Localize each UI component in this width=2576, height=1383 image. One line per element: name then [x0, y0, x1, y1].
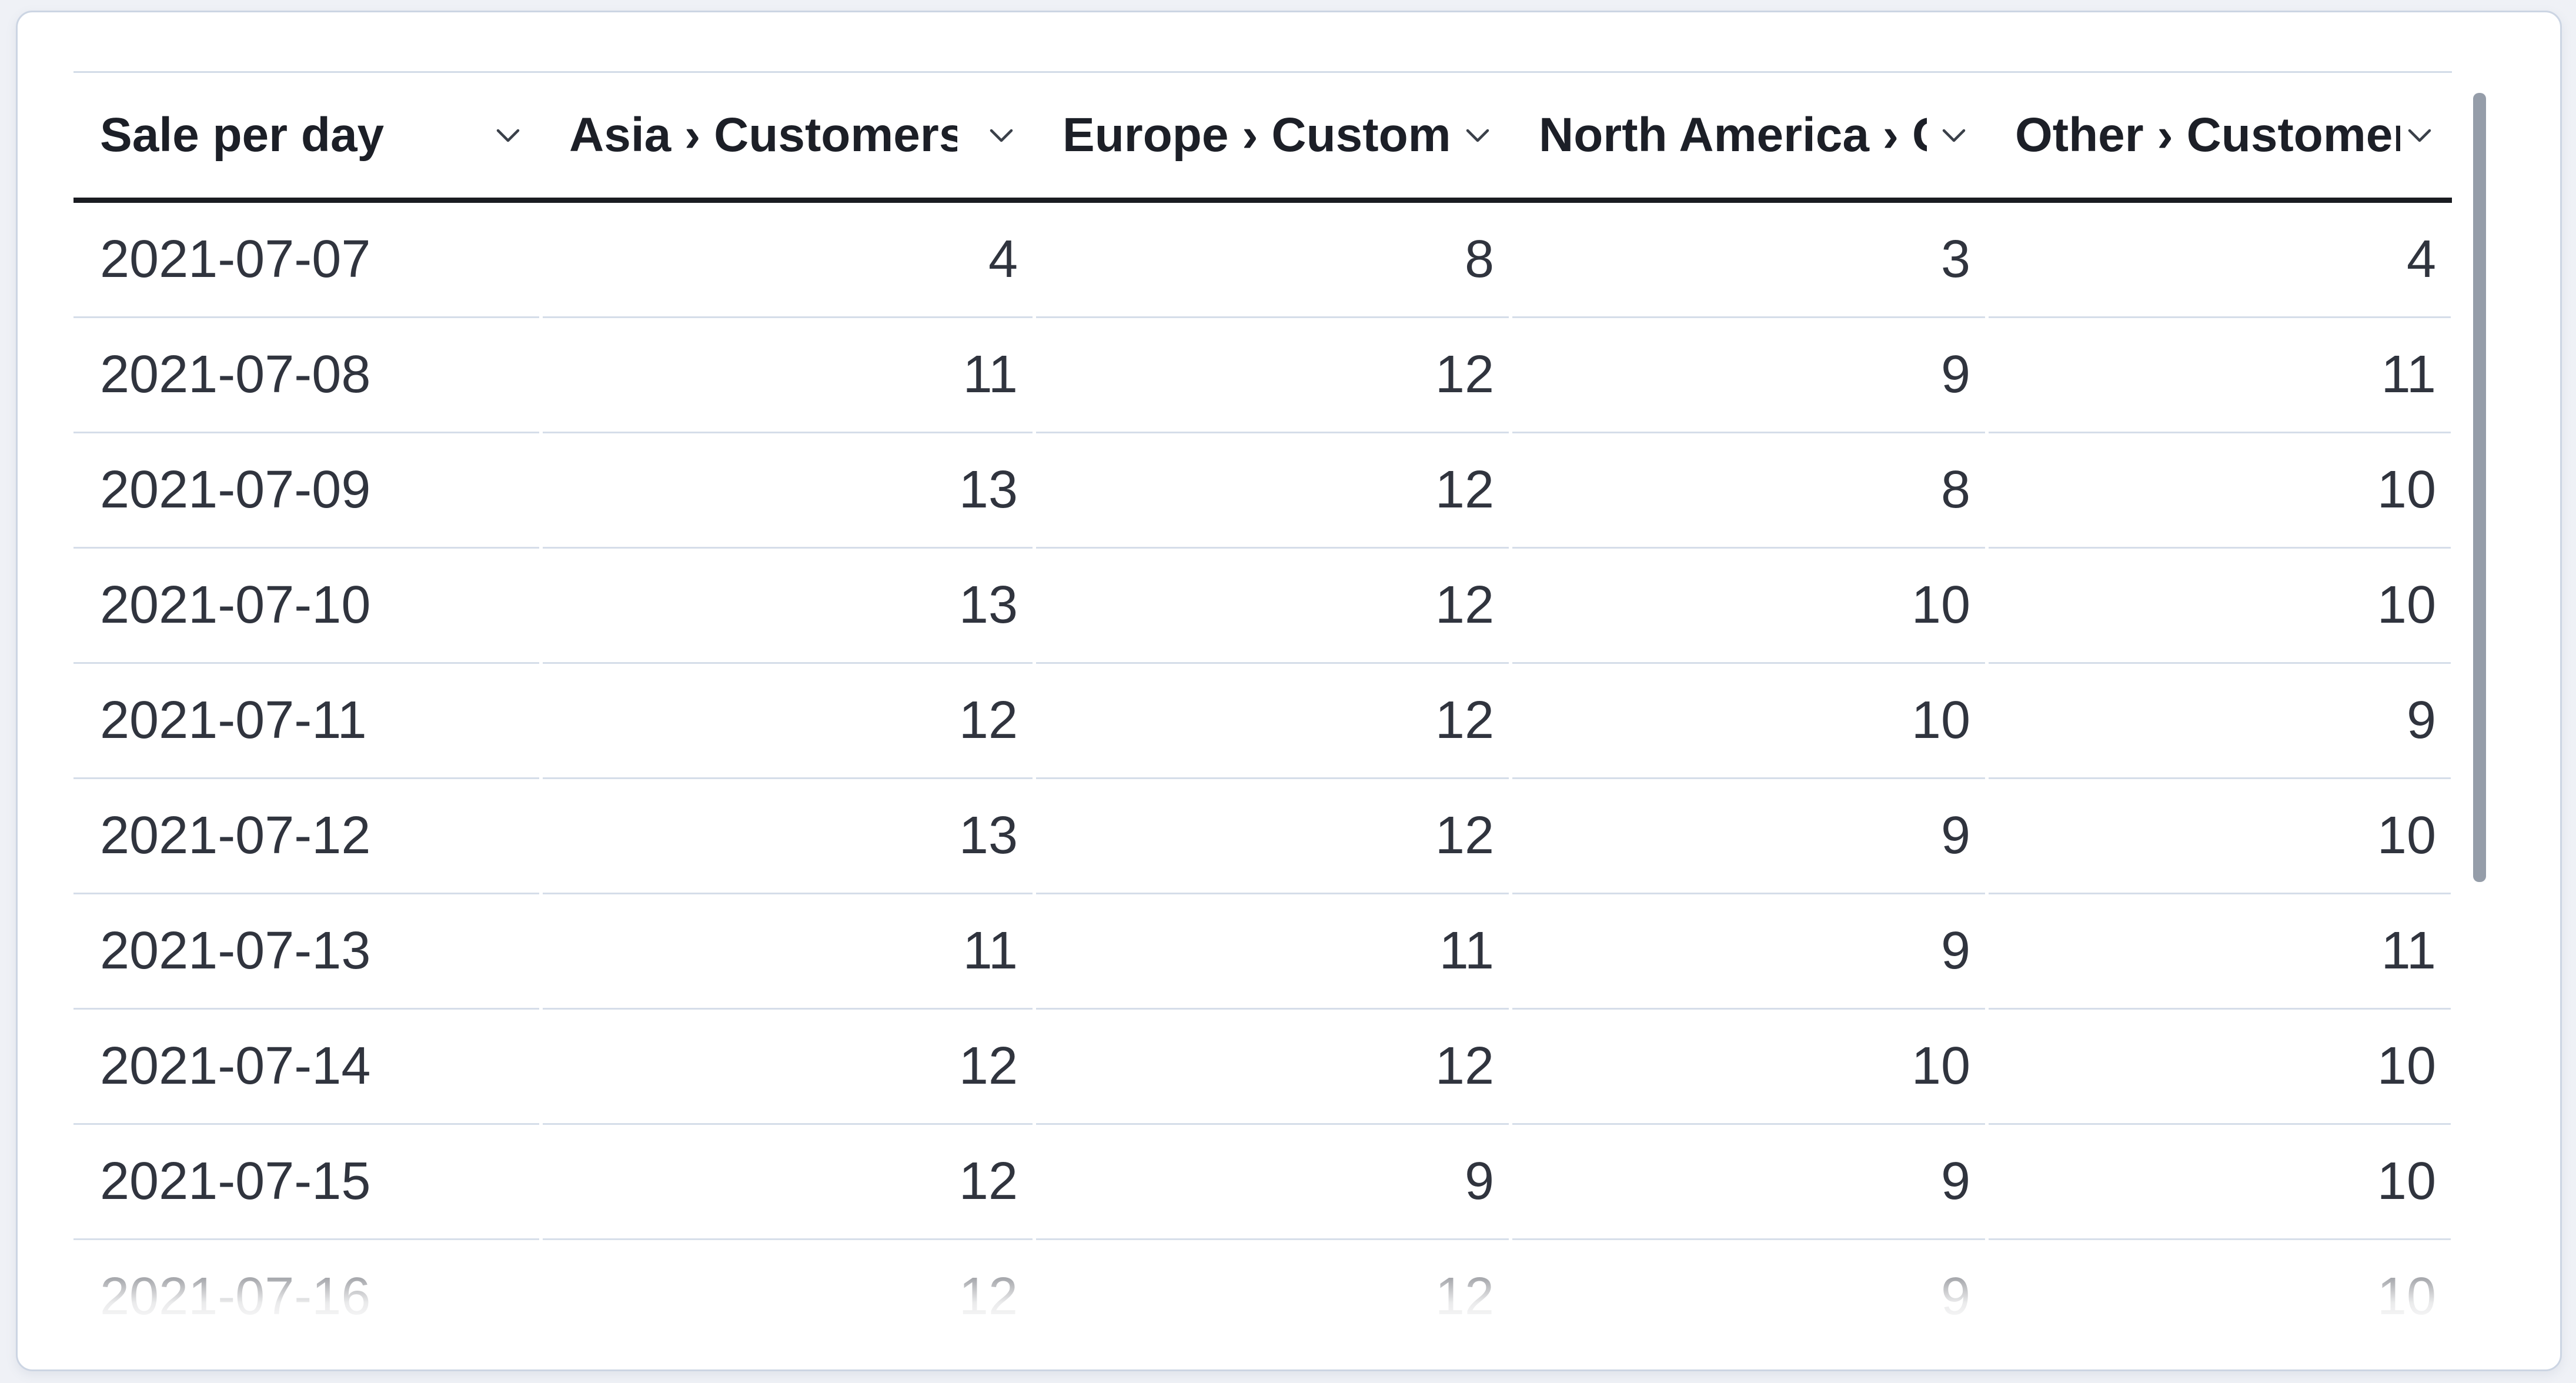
table-row: 2021-07-13 11 11 9 11: [73, 894, 2452, 1010]
cell-value: 10: [1512, 549, 1985, 664]
cell-date: 2021-07-11: [73, 664, 539, 779]
cell-value: 9: [1036, 1125, 1509, 1240]
cell-value: 8: [1512, 433, 1985, 549]
cell-date: 2021-07-15: [73, 1125, 539, 1240]
cell-date: 2021-07-07: [73, 203, 539, 318]
column-header-europe-customers[interactable]: Europe › Customers: [1036, 73, 1509, 198]
cell-value: 12: [543, 1125, 1033, 1240]
cell-value: 8: [1036, 203, 1509, 318]
cell-value: 9: [1989, 664, 2451, 779]
cell-value: 12: [1036, 1010, 1509, 1125]
cell-value: 13: [543, 779, 1033, 894]
data-table-panel: Sale per day Asia › Customers: [16, 11, 2562, 1371]
chevron-down-icon[interactable]: [1464, 126, 1491, 144]
cell-value: 10: [1989, 779, 2451, 894]
cell-value: 9: [1512, 894, 1985, 1010]
column-header-label: Asia › Customers: [569, 108, 957, 162]
cell-value: 11: [1989, 894, 2451, 1010]
table-row: 2021-07-14 12 12 10 10: [73, 1010, 2452, 1125]
cell-date: 2021-07-09: [73, 433, 539, 549]
column-header-label: North America › Customers: [1539, 108, 1927, 162]
cell-date: 2021-07-08: [73, 318, 539, 433]
cell-value: 12: [1036, 318, 1509, 433]
table-row: 2021-07-09 13 12 8 10: [73, 433, 2452, 549]
column-header-label: Other › Customers: [2015, 108, 2400, 162]
cell-value: 12: [1036, 433, 1509, 549]
cell-value: 9: [1512, 1240, 1985, 1332]
cell-value: 12: [1036, 779, 1509, 894]
cell-value: 3: [1512, 203, 1985, 318]
table-row: 2021-07-07 4 8 3 4: [73, 203, 2452, 318]
cell-value: 10: [1512, 664, 1985, 779]
cell-value: 13: [543, 549, 1033, 664]
table-row: 2021-07-10 13 12 10 10: [73, 549, 2452, 664]
column-header-sale-per-day[interactable]: Sale per day: [73, 73, 539, 198]
cell-value: 11: [1036, 894, 1509, 1010]
column-header-label: Europe › Customers: [1063, 108, 1451, 162]
cell-value: 9: [1512, 1125, 1985, 1240]
data-grid-body: 2021-07-07 4 8 3 4 2021-07-08 11 12 9 11…: [73, 203, 2452, 1332]
cell-value: 12: [543, 664, 1033, 779]
cell-value: 4: [1989, 203, 2451, 318]
cell-value: 10: [1512, 1010, 1985, 1125]
table-row: 2021-07-12 13 12 9 10: [73, 779, 2452, 894]
chevron-down-icon[interactable]: [2406, 126, 2433, 144]
column-header-other-customers[interactable]: Other › Customers: [1989, 73, 2451, 198]
vertical-scrollbar-thumb[interactable]: [2473, 93, 2486, 882]
cell-value: 9: [1512, 318, 1985, 433]
cell-value: 13: [543, 433, 1033, 549]
cell-value: 12: [543, 1240, 1033, 1332]
cell-date: 2021-07-10: [73, 549, 539, 664]
cell-date: 2021-07-13: [73, 894, 539, 1010]
data-grid-header: Sale per day Asia › Customers: [73, 71, 2452, 203]
cell-value: 12: [1036, 549, 1509, 664]
chevron-down-icon[interactable]: [1940, 126, 1967, 144]
table-row: 2021-07-11 12 12 10 9: [73, 664, 2452, 779]
cell-date: 2021-07-14: [73, 1010, 539, 1125]
cell-date: 2021-07-12: [73, 779, 539, 894]
column-header-asia-customers[interactable]: Asia › Customers: [543, 73, 1033, 198]
cell-value: 11: [1989, 318, 2451, 433]
data-grid: Sale per day Asia › Customers: [73, 71, 2452, 1332]
cell-value: 10: [1989, 1125, 2451, 1240]
cell-value: 11: [543, 318, 1033, 433]
table-row: 2021-07-08 11 12 9 11: [73, 318, 2452, 433]
chevron-down-icon[interactable]: [495, 126, 522, 144]
column-header-north-america-customers[interactable]: North America › Customers: [1512, 73, 1985, 198]
cell-value: 12: [1036, 664, 1509, 779]
chevron-down-icon[interactable]: [988, 126, 1015, 144]
cell-value: 4: [543, 203, 1033, 318]
cell-value: 10: [1989, 549, 2451, 664]
cell-value: 12: [1036, 1240, 1509, 1332]
cell-value: 10: [1989, 433, 2451, 549]
table-row: 2021-07-15 12 9 9 10: [73, 1125, 2452, 1240]
column-header-label: Sale per day: [100, 108, 385, 162]
cell-value: 10: [1989, 1240, 2451, 1332]
cell-value: 10: [1989, 1010, 2451, 1125]
cell-date: 2021-07-16: [73, 1240, 539, 1332]
cell-value: 9: [1512, 779, 1985, 894]
cell-value: 11: [543, 894, 1033, 1010]
cell-value: 12: [543, 1010, 1033, 1125]
table-row: 2021-07-16 12 12 9 10: [73, 1240, 2452, 1332]
